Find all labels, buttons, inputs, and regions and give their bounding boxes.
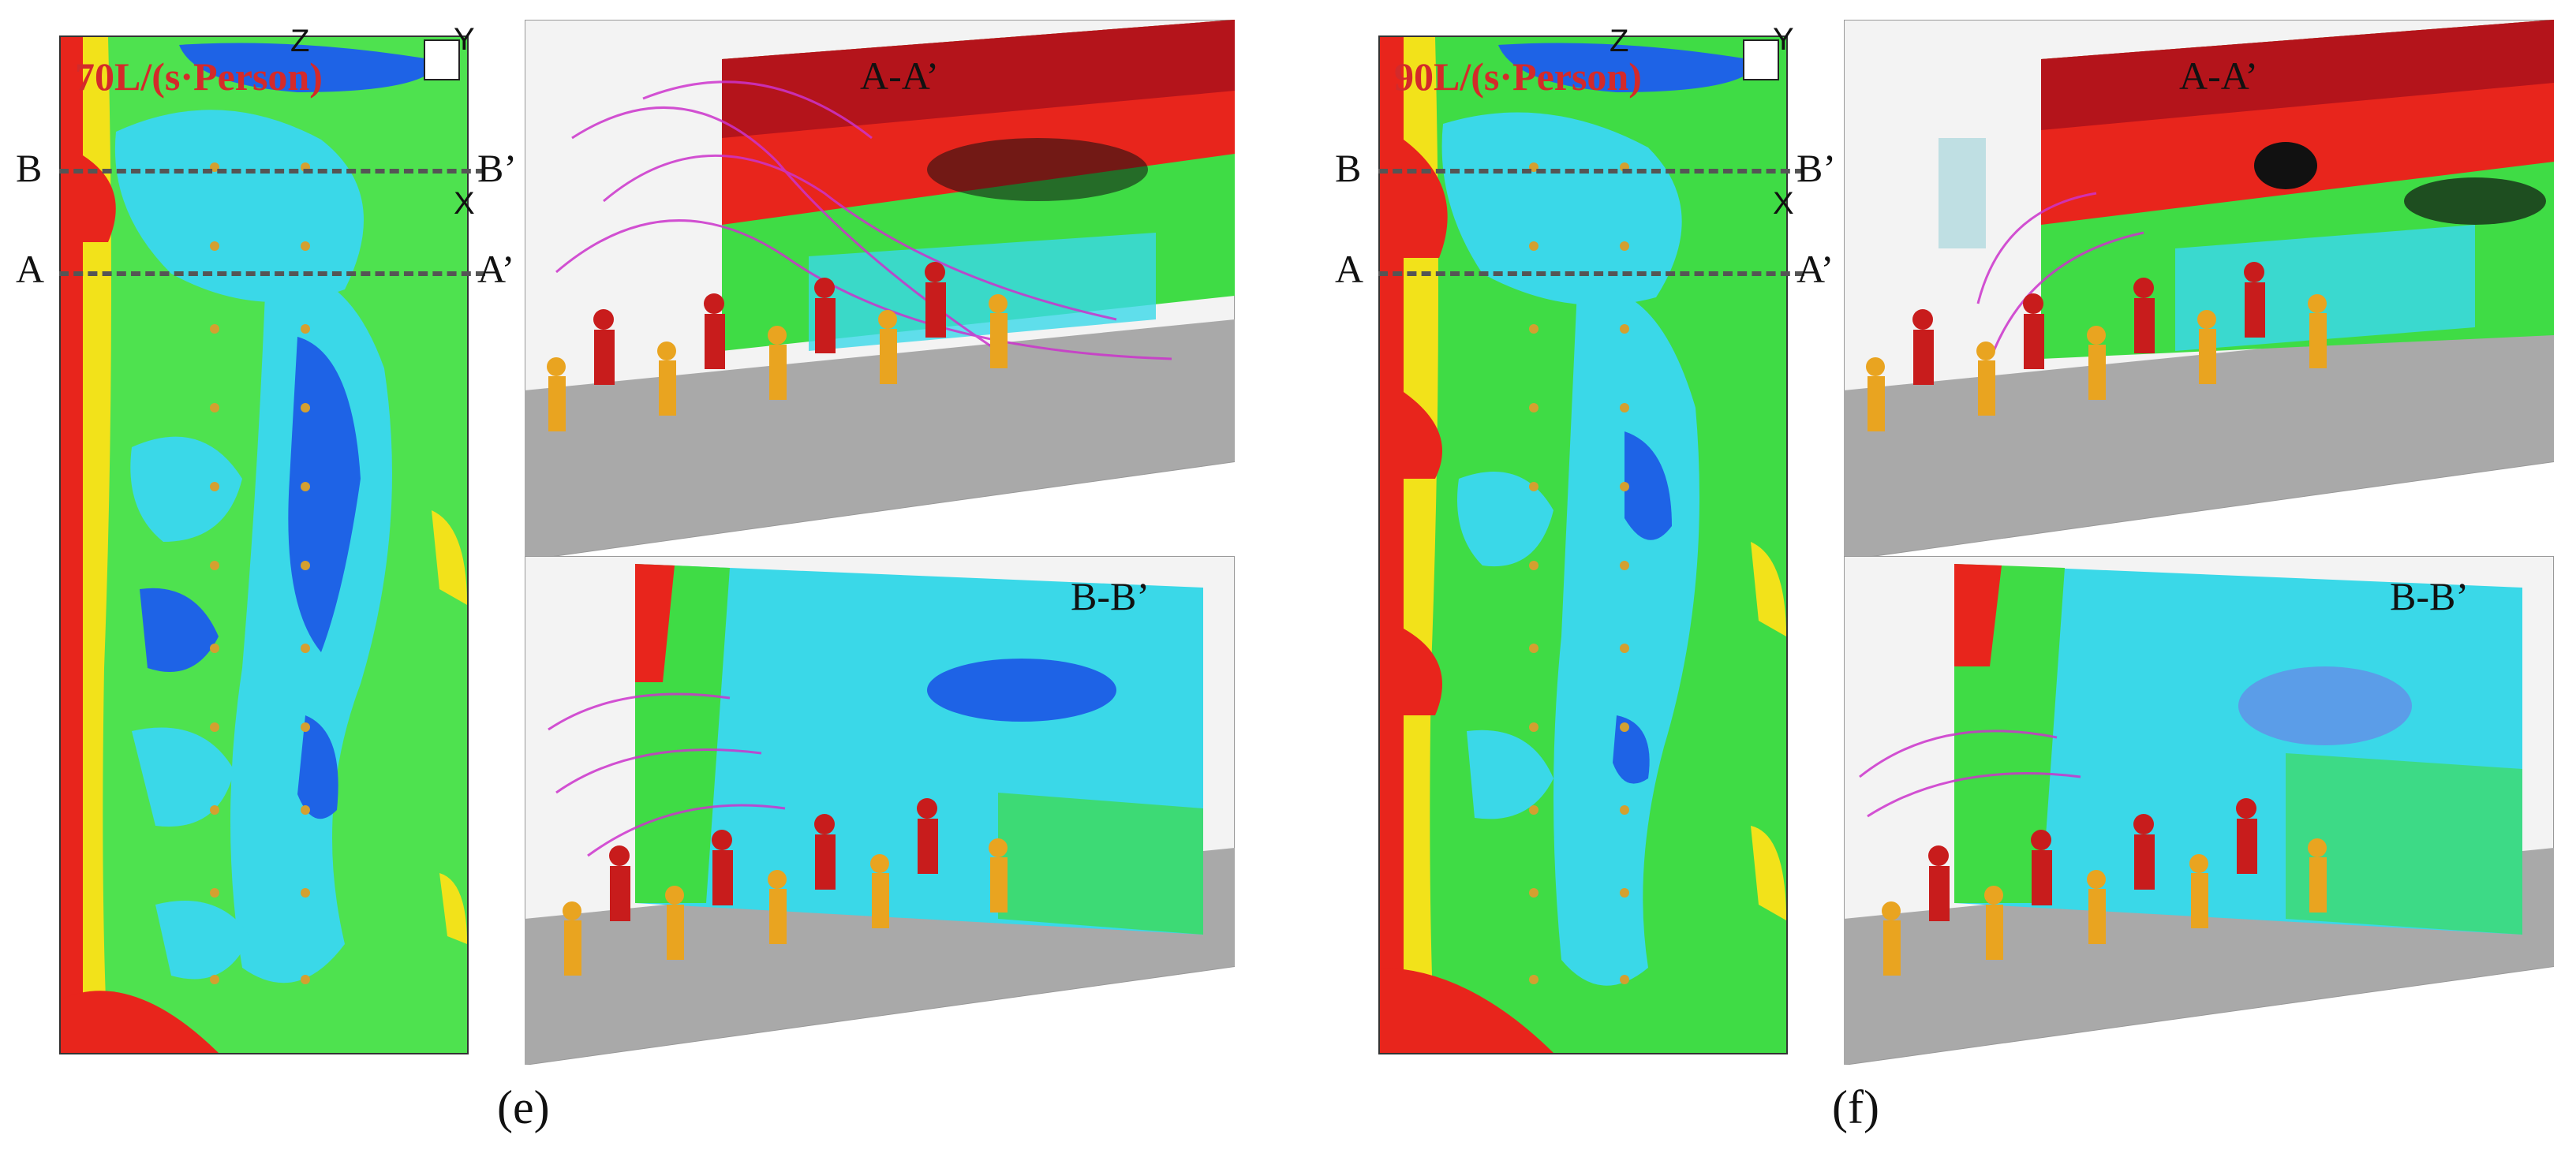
section-mark-a: A xyxy=(16,247,45,291)
axis-z-label: Z xyxy=(1610,24,1629,58)
section-mark-b: B xyxy=(1335,146,1362,190)
axis-y-label: Y xyxy=(454,22,475,57)
section-line-b xyxy=(59,169,485,174)
section-view-a: A-A’ xyxy=(525,20,1235,560)
section-line-b xyxy=(1378,169,1804,174)
section-mark-b-prime: B’ xyxy=(1796,146,1836,190)
section-view-a: A-A’ xyxy=(1844,20,2554,560)
axis-x-label: X xyxy=(1773,186,1794,221)
section-mark-a: A xyxy=(1335,247,1364,291)
view-label-b: B-B’ xyxy=(1071,574,1150,618)
view-label-b: B-B’ xyxy=(2390,574,2469,618)
panel-caption: (e) xyxy=(497,1081,550,1133)
velocity-contour-plan-view xyxy=(1378,35,1788,1054)
axis-triad-box xyxy=(424,39,460,80)
view-label-a: A-A’ xyxy=(2179,54,2258,98)
section-mark-b: B xyxy=(16,146,43,190)
flow-rate-label: 70L/(s·Person) xyxy=(75,54,323,99)
flow-rate-label: 90L/(s·Person) xyxy=(1394,54,1642,99)
section-mark-a-prime: A’ xyxy=(477,247,515,291)
section-mark-a-prime: A’ xyxy=(1796,247,1834,291)
section-line-a xyxy=(1378,271,1804,276)
panel-e: 70L/(s·Person) Z Y X B B’ A A’ xyxy=(16,20,1235,1133)
velocity-contour-plan-view xyxy=(59,35,469,1054)
section-view-b: B-B’ xyxy=(1844,556,2554,1065)
panel-caption: (f) xyxy=(1832,1081,1879,1133)
panel-f: 90L/(s·Person) Z Y X B B’ A A’ xyxy=(1319,0,2576,1157)
axis-y-label: Y xyxy=(1773,22,1794,57)
axis-triad-box xyxy=(1743,39,1779,80)
section-view-b: B-B’ xyxy=(525,556,1235,1065)
axis-x-label: X xyxy=(454,186,475,221)
view-label-a: A-A’ xyxy=(860,54,939,98)
section-line-a xyxy=(59,271,485,276)
section-mark-b-prime: B’ xyxy=(477,146,517,190)
axis-z-label: Z xyxy=(290,24,310,58)
